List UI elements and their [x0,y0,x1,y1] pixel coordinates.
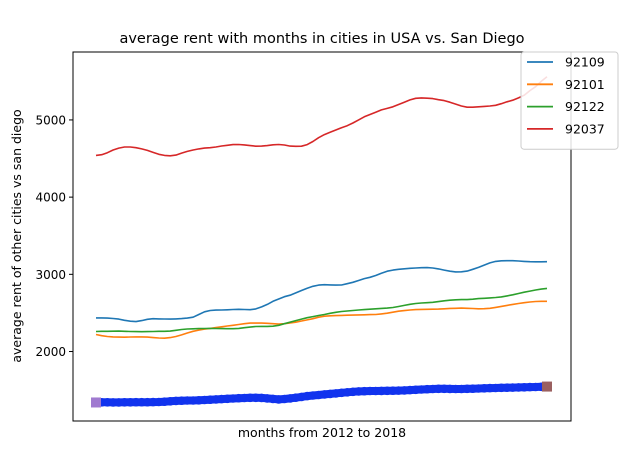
legend-label-92037: 92037 [565,121,605,136]
y-tick-label: 4000 [35,191,66,205]
y-tick-label: 3000 [35,268,66,282]
x-axis-label: months from 2012 to 2018 [238,425,406,440]
legend-label-92109: 92109 [565,55,605,70]
series-line-92109 [96,259,548,323]
y-axis-label: average rent of other cities vs san dieg… [9,109,24,362]
legend: 92109 92101 92122 92037 [520,51,619,150]
y-axis-ticks: 2000 3000 4000 5000 [35,113,73,359]
legend-label-92101: 92101 [565,77,605,92]
series-line-92122 [95,287,548,333]
y-tick-label: 5000 [35,113,66,127]
y-tick-label: 2000 [35,345,66,359]
overlay-start-marker [91,397,101,408]
chart-title: average rent with months in cities in US… [119,31,524,47]
overlay-band [91,381,552,408]
legend-label-92122: 92122 [565,99,605,114]
series-line-92101 [95,300,547,340]
series-line-92037 [95,76,548,157]
series-lines [95,76,548,340]
axes [72,51,572,422]
plot-frame [72,51,572,422]
overlay-end-marker [542,381,552,392]
legend-box [520,51,619,150]
